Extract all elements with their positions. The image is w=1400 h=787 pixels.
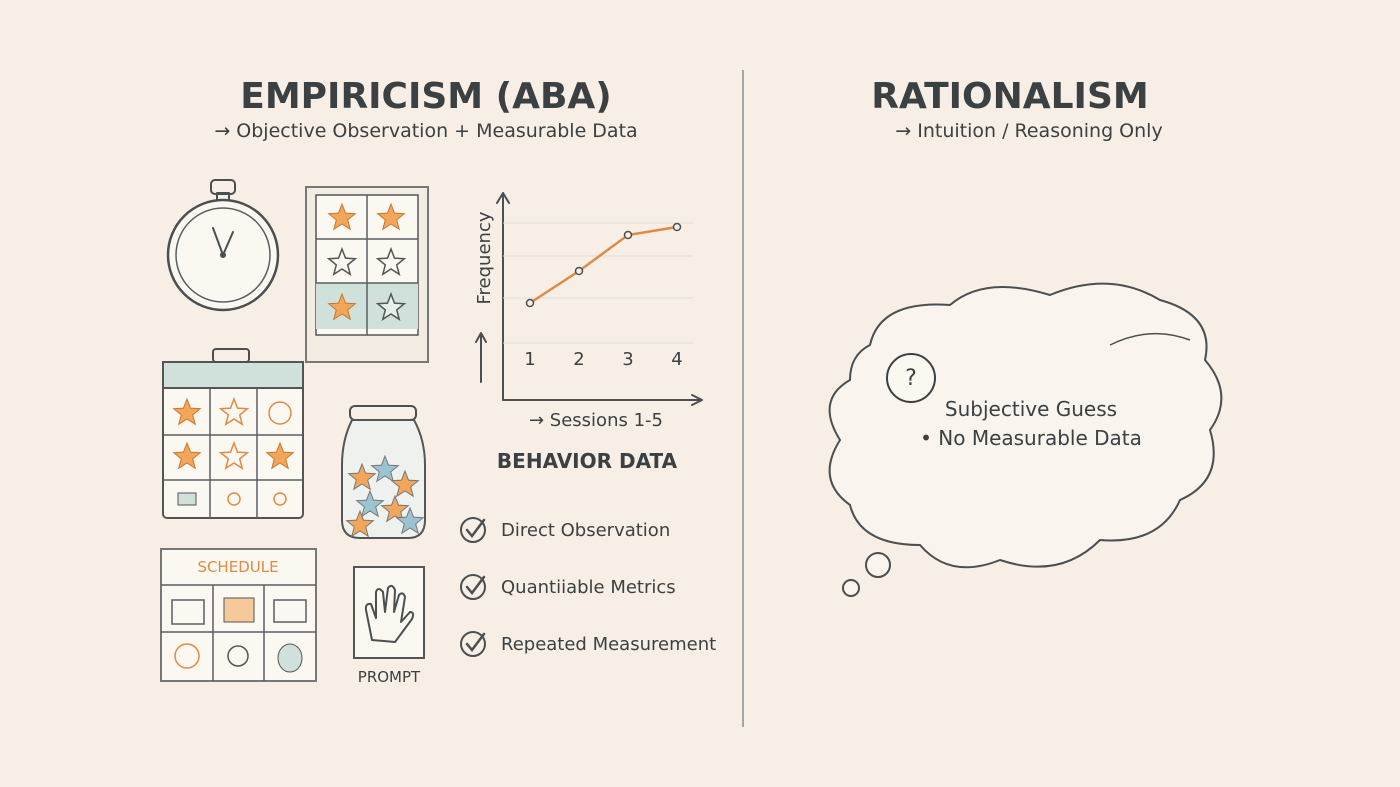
- prompt-icon: [353, 566, 425, 659]
- check-icon: [460, 631, 486, 657]
- chart-point: [623, 230, 633, 240]
- x-tick-label: 4: [671, 349, 682, 370]
- x-tick-label: 3: [622, 349, 633, 370]
- right-subtitle: → Intuition / Reasoning Only: [895, 120, 1162, 142]
- chart-point: [574, 266, 584, 276]
- prompt-label: PROMPT: [358, 668, 421, 686]
- x-tick-label: 2: [573, 349, 584, 370]
- chart-caption: BEHAVIOR DATA: [497, 449, 678, 473]
- checklist-item: Quantiiable Metrics: [501, 577, 676, 598]
- star-chart-icon: [305, 186, 429, 363]
- token-jar-icon: [341, 405, 426, 539]
- chart-axes: [475, 192, 703, 406]
- check-icon: [460, 574, 486, 600]
- right-title: RATIONALISM: [871, 76, 1148, 117]
- chart-line: [529, 225, 678, 305]
- check-icon: [460, 517, 486, 543]
- chart-x-label: → Sessions 1-5: [529, 410, 663, 431]
- schedule-icon: [160, 548, 317, 682]
- chart-layer: 1 2 3 4: [524, 222, 683, 370]
- stopwatch-icon: [166, 179, 280, 312]
- x-tick-label: 1: [524, 349, 535, 370]
- schedule-label: SCHEDULE: [197, 558, 278, 576]
- checklist-item: Direct Observation: [501, 520, 670, 541]
- check-mark: [465, 575, 486, 596]
- check-mark: [465, 632, 486, 653]
- left-title: EMPIRICISM (ABA): [240, 76, 611, 117]
- cloud-line: Subjective Guess: [945, 397, 1117, 421]
- check-mark: [465, 518, 486, 539]
- calendar-icon: [162, 348, 304, 519]
- chart-y-label: Frequency: [474, 211, 495, 304]
- cloud-icon: ?: [905, 366, 917, 391]
- thought-cloud: [828, 282, 1223, 597]
- chart-point: [525, 298, 535, 308]
- checklist-item: Repeated Measurement: [501, 634, 716, 655]
- chart-point: [672, 222, 682, 232]
- checklist: Direct Observation Quantiiable Metrics Rep…: [460, 517, 716, 657]
- left-subtitle: → Objective Observation + Measurable Dat…: [214, 120, 637, 142]
- cloud-line: • No Measurable Data: [920, 426, 1142, 450]
